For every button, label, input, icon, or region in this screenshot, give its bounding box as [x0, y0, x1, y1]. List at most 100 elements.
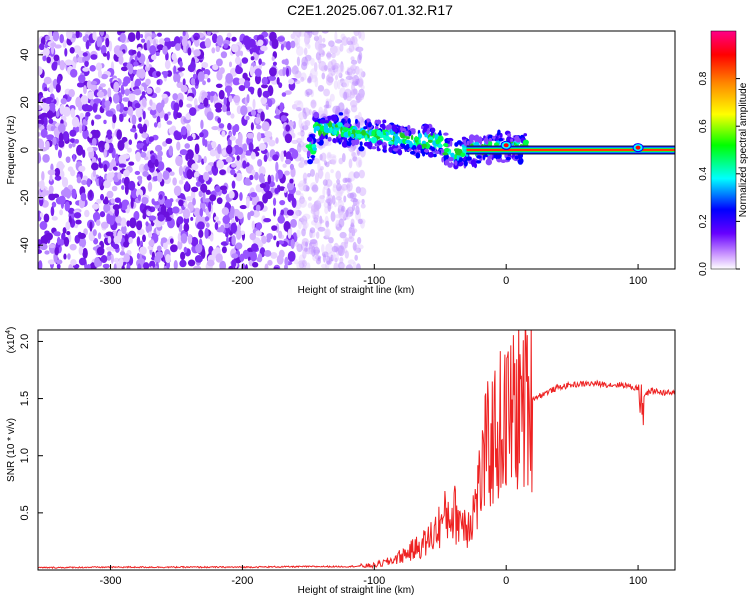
heatmap-noise-dot [260, 111, 265, 122]
heatmap-noise-dot [343, 237, 349, 243]
heatmap-noise-dot [157, 161, 165, 171]
snr-background [38, 330, 675, 570]
heatmap-noise-dot [91, 119, 95, 126]
heatmap-noise-dot [280, 115, 288, 122]
heatmap-noise-dot [71, 188, 77, 199]
heatmap-noise-dot [42, 54, 47, 62]
heatmap-noise-dot [90, 80, 98, 86]
heatmap-signal-dot [491, 135, 496, 140]
heatmap-noise-dot [335, 170, 342, 180]
heatmap-noise-dot [89, 189, 93, 199]
heatmap-noise-dot [264, 263, 269, 269]
heatmap-noise-dot [203, 155, 207, 164]
heatmap-noise-dot [103, 180, 112, 189]
heatmap-noise-dot [107, 87, 112, 99]
heatmap-noise-dot [50, 42, 57, 47]
heatmap-noise-dot [91, 162, 99, 171]
heatmap-noise-dot [80, 192, 87, 202]
colorbar-tick-label: 0.8 [698, 71, 709, 85]
heatmap-noise-dot [231, 163, 237, 168]
heatmap-signal-dot [463, 159, 468, 167]
heatmap-signal-dot [306, 150, 311, 158]
heatmap-noise-dot [324, 206, 329, 215]
heatmap-noise-dot [213, 216, 219, 221]
heatmap-noise-dot [82, 149, 86, 159]
heatmap-noise-dot [299, 192, 304, 199]
heatmap-noise-dot [360, 203, 366, 209]
heatmap-noise-dot [338, 218, 345, 228]
heatmap-noise-dot [302, 213, 311, 220]
heatmap-noise-dot [338, 211, 347, 221]
heatmap-noise-dot [127, 32, 136, 42]
heatmap-noise-dot [104, 142, 110, 151]
heatmap-noise-dot [166, 120, 173, 125]
heatmap-noise-dot [149, 45, 157, 55]
heatmap-noise-dot [87, 91, 94, 100]
heatmap-signal-dot [466, 140, 470, 146]
heatmap-noise-dot [214, 102, 223, 109]
heatmap-noise-dot [326, 193, 334, 205]
heatmap-noise-dot [214, 222, 219, 230]
heatmap-signal-dot [426, 130, 430, 135]
heatmap-noise-dot [178, 199, 184, 207]
heatmap-noise-dot [303, 47, 308, 56]
heatmap-noise-dot [249, 210, 255, 217]
heatmap-noise-dot [135, 151, 142, 162]
heatmap-noise-dot [318, 60, 327, 72]
heatmap-noise-dot [270, 187, 276, 194]
heatmap-noise-dot [342, 177, 348, 184]
heatmap-noise-dot [103, 148, 107, 158]
colorbar: 0.0 0.2 0.4 0.6 0.8 Normalized spectral ampl… [698, 30, 749, 276]
heatmap-noise-dot [43, 213, 50, 223]
heatmap-noise-dot [86, 263, 91, 269]
heatmap-noise-dot [156, 32, 162, 37]
heatmap-noise-dot [302, 264, 307, 269]
heatmap-noise-dot [339, 231, 347, 239]
heatmap-noise-dot [55, 97, 59, 106]
heatmap-signal-dot [505, 156, 511, 161]
heatmap-noise-dot [165, 138, 173, 145]
heatmap-signal-dot [447, 164, 453, 168]
heatmap-noise-dot [93, 98, 102, 104]
heatmap-noise-dot [307, 44, 311, 49]
snr-y-multiplier: (x104) [5, 327, 17, 354]
heatmap-noise-dot [54, 44, 62, 49]
heatmap-signal-dot [469, 137, 473, 144]
heatmap-noise-dot [184, 143, 191, 149]
heatmap-noise-dot [57, 123, 66, 133]
heatmap-noise-dot [76, 144, 84, 156]
heatmap-noise-dot [117, 171, 122, 180]
heatmap-noise-dot [135, 188, 144, 198]
colorbar-tick-label: 0.4 [698, 166, 709, 180]
heatmap-noise-dot [221, 130, 226, 138]
heatmap-noise-dot [355, 157, 363, 168]
heatmap-noise-dot [122, 80, 129, 87]
heatmap-noise-dot [289, 178, 294, 184]
heatmap-x-tick-label: 0 [503, 275, 509, 287]
heatmap-noise-dot [239, 253, 245, 262]
heatmap-noise-dot [234, 56, 241, 65]
heatmap-noise-dot [256, 131, 262, 142]
heatmap-noise-dot [211, 165, 216, 173]
heatmap-noise-dot [289, 163, 295, 171]
heatmap-noise-dot [313, 206, 320, 218]
heatmap-noise-dot [200, 119, 204, 130]
heatmap-noise-dot [128, 230, 136, 239]
heatmap-noise-dot [156, 245, 162, 252]
heatmap-noise-dot [126, 263, 131, 269]
heatmap-noise-dot [78, 246, 84, 256]
heatmap-noise-dot [278, 186, 286, 191]
heatmap-noise-dot [265, 104, 269, 110]
heatmap-noise-dot [228, 190, 235, 199]
heatmap-noise-dot [309, 227, 316, 234]
heatmap-noise-dot [186, 96, 194, 102]
heatmap-noise-dot [264, 130, 273, 138]
heatmap-noise-dot [180, 233, 188, 244]
heatmap-noise-dot [75, 219, 82, 225]
heatmap-noise-dot [54, 175, 62, 181]
heatmap-noise-dot [42, 103, 50, 112]
heatmap-noise-dot [97, 157, 102, 163]
heatmap-noise-dot [143, 262, 150, 269]
heatmap-noise-dot [100, 193, 105, 201]
heatmap-noise-dot [146, 211, 152, 217]
